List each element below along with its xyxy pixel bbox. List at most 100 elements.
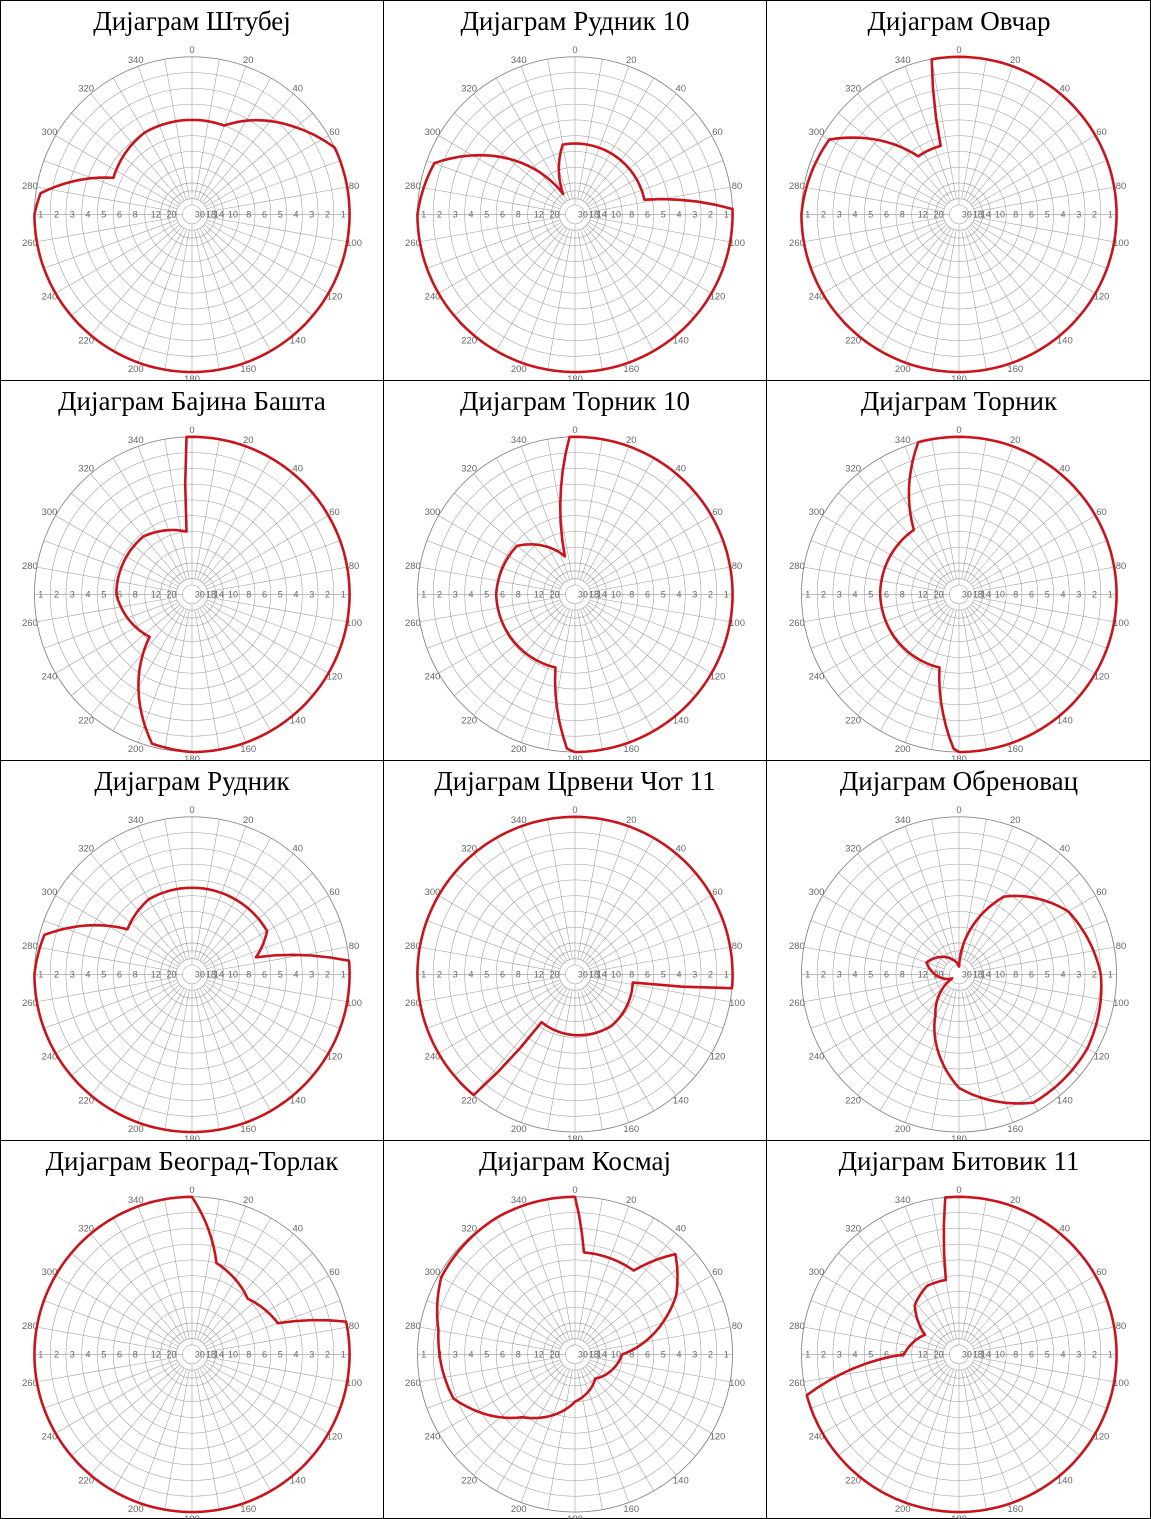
- degree-label: 140: [673, 715, 689, 726]
- ring-label: 3: [837, 969, 842, 979]
- degree-label: 0: [572, 805, 577, 816]
- grid-spoke: [810, 1359, 945, 1409]
- grid-spoke: [71, 984, 181, 1076]
- grid-spoke: [43, 979, 178, 1029]
- degree-label: 60: [712, 507, 723, 518]
- grid-spoke: [972, 515, 1096, 587]
- ring-label: 6: [884, 209, 889, 219]
- ring-label: 6: [884, 969, 889, 979]
- grid-spoke: [974, 976, 1115, 1003]
- degree-label: 180: [184, 1134, 200, 1140]
- grid-spoke: [454, 1252, 564, 1345]
- ring-label: 20: [167, 1349, 177, 1359]
- ring-label: 3: [453, 589, 458, 599]
- degree-label: 80: [349, 1321, 360, 1332]
- grid-spoke: [520, 609, 570, 743]
- grid-spoke: [55, 895, 179, 967]
- degree-label: 260: [405, 238, 421, 249]
- grid-spoke: [586, 1364, 696, 1456]
- ring-label: 20: [934, 969, 944, 979]
- grid-spoke: [203, 1252, 313, 1345]
- grid-spoke: [580, 1206, 630, 1340]
- grid-spoke: [71, 492, 181, 585]
- degree-label: 240: [42, 1052, 58, 1063]
- ring-label: 1: [805, 589, 810, 599]
- grid-spoke: [199, 227, 272, 352]
- grid-spoke: [197, 446, 247, 580]
- degree-label: 200: [128, 364, 144, 375]
- ring-label: 6: [117, 209, 122, 219]
- grid-spoke: [547, 609, 573, 750]
- ring-label: 6: [500, 969, 505, 979]
- degree-label: 40: [293, 83, 304, 94]
- ring-label: 4: [677, 589, 682, 599]
- ring-label: 10: [611, 209, 621, 219]
- ring-label: 6: [645, 969, 650, 979]
- grid-spoke: [197, 989, 247, 1123]
- ring-label: 14: [214, 969, 224, 979]
- grid-spoke: [205, 515, 329, 587]
- degree-label: 120: [327, 292, 343, 303]
- degree-label: 280: [405, 561, 421, 572]
- grid-spoke: [112, 1217, 185, 1341]
- grid-spoke: [197, 66, 247, 200]
- degree-label: 240: [425, 1052, 441, 1063]
- degree-label: 80: [1116, 941, 1127, 952]
- grid-spoke: [838, 224, 948, 316]
- diagram-title: Дијаграм Рудник 10: [460, 6, 690, 36]
- degree-label: 20: [1010, 55, 1021, 66]
- grid-spoke: [931, 989, 957, 1130]
- ring-label: 5: [1045, 969, 1050, 979]
- ring-label: 10: [228, 209, 238, 219]
- grid-spoke: [577, 439, 603, 579]
- polar-diagram: 0204060801001201401601802002202402602803…: [405, 1185, 745, 1519]
- degree-label: 180: [567, 1134, 583, 1140]
- grid-spoke: [584, 93, 677, 203]
- degree-label: 40: [293, 463, 304, 474]
- grid-spoke: [164, 1369, 190, 1510]
- grid-spoke: [803, 976, 944, 1003]
- degree-label: 240: [425, 292, 441, 303]
- grid-spoke: [426, 540, 561, 590]
- grid-spoke: [43, 540, 178, 590]
- ring-label: 4: [1061, 589, 1066, 599]
- grid-spoke: [203, 224, 313, 316]
- degree-label: 80: [732, 561, 743, 572]
- ring-label: 2: [821, 209, 826, 219]
- degree-label: 200: [511, 1504, 527, 1515]
- ring-label: 5: [278, 209, 283, 219]
- grid-spoke: [55, 1275, 179, 1347]
- grid-spoke: [55, 982, 179, 1054]
- degree-label: 80: [349, 941, 360, 952]
- degree-label: 180: [567, 754, 583, 760]
- grid-ring: [949, 1344, 969, 1365]
- grid-spoke: [438, 1275, 562, 1347]
- degree-label: 340: [511, 55, 527, 66]
- degree-label: 40: [1060, 1223, 1071, 1234]
- grid-spoke: [588, 1362, 712, 1434]
- grid-spoke: [201, 986, 294, 1096]
- grid-spoke: [586, 984, 696, 1076]
- ring-label: 4: [852, 209, 857, 219]
- grid-spoke: [454, 984, 564, 1076]
- degree-label: 320: [845, 843, 861, 854]
- grid-spoke: [588, 515, 712, 587]
- ring-label: 30: [962, 1349, 972, 1359]
- grid-spoke: [438, 895, 562, 967]
- grid-spoke: [588, 1275, 712, 1347]
- grid-spoke: [970, 872, 1080, 965]
- degree-label: 300: [425, 507, 441, 518]
- grid-spoke: [879, 457, 952, 581]
- degree-label: 100: [346, 618, 362, 629]
- degree-label: 100: [729, 238, 745, 249]
- ring-label: 12: [534, 969, 544, 979]
- degree-label: 60: [329, 1267, 340, 1278]
- ring-label: 5: [661, 209, 666, 219]
- degree-label: 200: [511, 364, 527, 375]
- ring-label: 8: [1013, 589, 1018, 599]
- grid-spoke: [112, 227, 185, 352]
- grid-spoke: [419, 566, 560, 593]
- grid-spoke: [201, 93, 294, 203]
- grid-spoke: [426, 160, 561, 210]
- grid-spoke: [964, 1369, 1014, 1503]
